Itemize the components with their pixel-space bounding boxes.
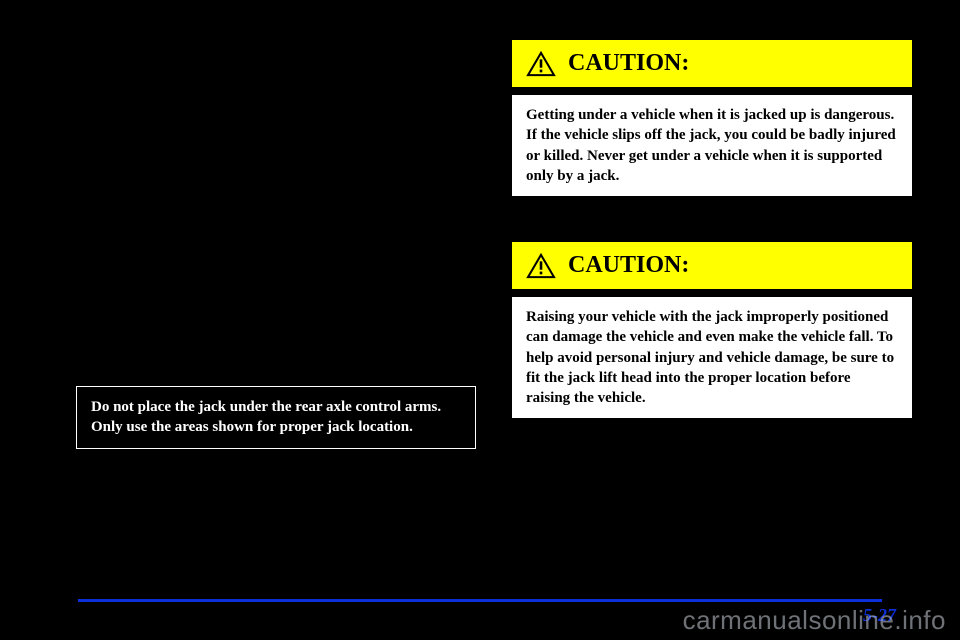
caution-header-2: CAUTION: [512,242,912,289]
caution-block-1: CAUTION: Getting under a vehicle when it… [512,40,912,196]
caution-body-text-2: Raising your vehicle with the jack impro… [526,309,894,406]
caution-header-1: CAUTION: [512,40,912,87]
caution-block-2: CAUTION: Raising your vehicle with the j… [512,242,912,418]
warning-triangle-icon [526,51,556,77]
warning-triangle-icon [526,253,556,279]
jack-location-note: Do not place the jack under the rear axl… [76,386,476,449]
footer-rule [78,599,882,602]
manual-page: Do not place the jack under the rear axl… [0,0,960,640]
right-column: CAUTION: Getting under a vehicle when it… [512,40,912,464]
note-text: Do not place the jack under the rear axl… [91,399,441,435]
caution-body-1: Getting under a vehicle when it is jacke… [512,95,912,196]
caution-divider-1 [512,87,912,95]
watermark-text: carmanualsonline.info [683,605,946,636]
caution-title-2: CAUTION: [568,252,689,279]
caution-divider-2 [512,289,912,297]
caution-body-text-1: Getting under a vehicle when it is jacke… [526,107,896,184]
caution-title-1: CAUTION: [568,50,689,77]
caution-body-2: Raising your vehicle with the jack impro… [512,297,912,418]
left-column: Do not place the jack under the rear axl… [76,386,476,449]
